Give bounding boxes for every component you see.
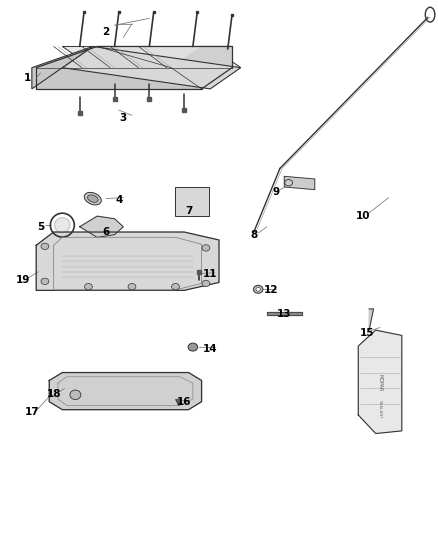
Ellipse shape <box>88 195 98 203</box>
Polygon shape <box>49 373 201 410</box>
Ellipse shape <box>202 280 210 287</box>
Ellipse shape <box>41 243 49 249</box>
FancyBboxPatch shape <box>175 187 209 216</box>
Text: 7: 7 <box>185 206 192 216</box>
Ellipse shape <box>253 285 263 293</box>
Polygon shape <box>62 46 241 68</box>
Text: 1: 1 <box>24 73 31 83</box>
Text: 5: 5 <box>37 222 44 232</box>
Polygon shape <box>36 68 201 89</box>
Polygon shape <box>36 232 219 290</box>
Text: 9: 9 <box>272 187 279 197</box>
Ellipse shape <box>256 287 260 291</box>
Ellipse shape <box>128 284 136 290</box>
Text: 4: 4 <box>115 195 123 205</box>
Text: 18: 18 <box>46 389 61 399</box>
Text: MOPAR: MOPAR <box>378 375 382 392</box>
Text: 2: 2 <box>102 27 110 37</box>
Ellipse shape <box>84 192 101 205</box>
Polygon shape <box>80 216 123 237</box>
Ellipse shape <box>202 245 210 251</box>
Polygon shape <box>62 46 241 89</box>
Text: 11: 11 <box>203 270 218 279</box>
Ellipse shape <box>41 278 49 285</box>
Polygon shape <box>267 312 302 316</box>
Text: 14: 14 <box>203 344 218 354</box>
Polygon shape <box>36 46 232 68</box>
Text: 3: 3 <box>120 113 127 123</box>
Text: 13: 13 <box>277 309 292 319</box>
Ellipse shape <box>70 390 81 400</box>
Text: 16: 16 <box>177 397 191 407</box>
Text: 15: 15 <box>360 328 374 338</box>
Ellipse shape <box>188 343 198 351</box>
Text: SEALANT: SEALANT <box>378 400 382 419</box>
Text: 8: 8 <box>250 230 258 240</box>
Text: 6: 6 <box>102 227 110 237</box>
Text: 19: 19 <box>16 274 30 285</box>
Polygon shape <box>358 330 402 433</box>
Text: 12: 12 <box>264 285 279 295</box>
Polygon shape <box>284 176 315 190</box>
Text: 17: 17 <box>25 407 39 417</box>
Ellipse shape <box>85 284 92 290</box>
Polygon shape <box>36 46 232 68</box>
Polygon shape <box>32 46 93 89</box>
Ellipse shape <box>172 284 180 290</box>
Polygon shape <box>369 309 374 330</box>
Text: 10: 10 <box>355 211 370 221</box>
Ellipse shape <box>55 217 70 232</box>
